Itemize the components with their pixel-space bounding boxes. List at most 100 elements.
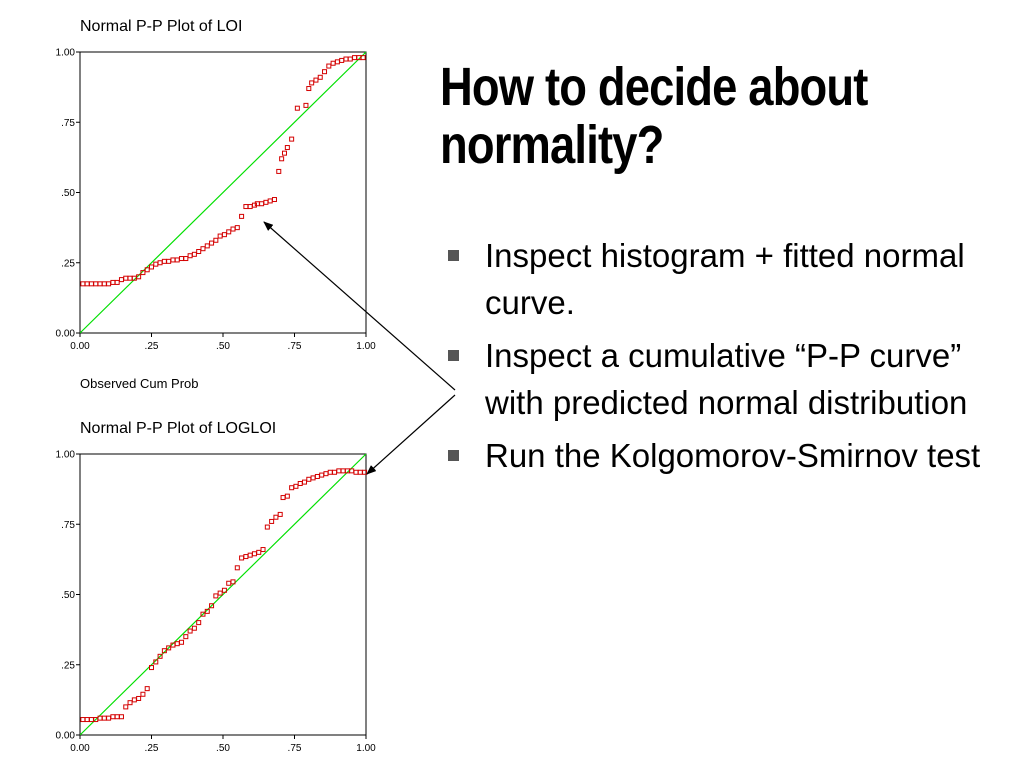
- data-point: [118, 277, 124, 283]
- x-axis-label-loi: Observed Cum Prob: [80, 376, 199, 391]
- data-point: [230, 579, 236, 585]
- y-tick-label: 1.00: [56, 450, 76, 461]
- data-point: [187, 628, 193, 634]
- annotation-arrow-to-loi-plot: [263, 221, 456, 391]
- data-point: [323, 471, 329, 477]
- data-point: [243, 554, 249, 560]
- data-point: [309, 80, 315, 86]
- data-point: [80, 717, 86, 723]
- data-point: [336, 468, 342, 474]
- data-point: [114, 279, 120, 285]
- data-point: [88, 281, 94, 287]
- data-point: [140, 691, 146, 697]
- data-point: [204, 608, 210, 614]
- data-point: [174, 257, 180, 263]
- data-point: [340, 468, 346, 474]
- x-tick-label: .75: [288, 743, 302, 754]
- chart-title-loi: Normal P-P Plot of LOI: [80, 18, 243, 35]
- data-point: [234, 565, 240, 571]
- data-point: [153, 261, 159, 267]
- x-tick-label: 0.00: [70, 341, 90, 352]
- data-point: [196, 249, 202, 255]
- y-tick-label: 0.00: [56, 329, 76, 340]
- data-point: [314, 473, 320, 479]
- data-point: [136, 695, 142, 701]
- data-point: [347, 56, 353, 62]
- data-point: [306, 86, 312, 92]
- data-point: [294, 105, 300, 111]
- y-tick-label: 0.00: [56, 731, 76, 742]
- data-point: [153, 659, 159, 665]
- square-bullet-icon: [448, 350, 459, 361]
- data-point: [313, 77, 319, 83]
- data-point: [243, 204, 249, 210]
- data-point: [157, 260, 163, 266]
- data-point: [239, 555, 245, 561]
- data-point: [230, 226, 236, 232]
- y-tick-label: .75: [61, 520, 75, 531]
- data-point: [279, 156, 285, 162]
- y-tick-label: .25: [61, 258, 75, 269]
- data-point: [123, 275, 129, 281]
- data-point: [339, 57, 345, 63]
- data-point: [239, 213, 245, 219]
- data-point: [357, 469, 363, 475]
- reference-line: [79, 51, 367, 334]
- y-tick-label: .75: [61, 118, 75, 129]
- data-point: [144, 686, 150, 692]
- chart-title-logloi: Normal P-P Plot of LOGLOI: [80, 420, 277, 437]
- x-tick-label: 1.00: [356, 341, 376, 352]
- data-point: [332, 469, 338, 475]
- data-point: [277, 511, 283, 517]
- data-point: [259, 201, 265, 207]
- data-point: [254, 201, 260, 207]
- data-point: [200, 611, 206, 617]
- data-point: [170, 257, 176, 263]
- data-point: [204, 243, 210, 249]
- data-point: [183, 634, 189, 640]
- data-point: [131, 697, 137, 703]
- data-point: [209, 240, 215, 246]
- y-tick-label: .25: [61, 660, 75, 671]
- data-point: [217, 590, 223, 596]
- data-point: [127, 700, 133, 706]
- data-point: [183, 256, 189, 262]
- data-point: [326, 63, 332, 69]
- data-point: [174, 641, 180, 647]
- reference-line: [79, 453, 367, 736]
- data-point: [353, 469, 359, 475]
- data-point: [179, 256, 185, 262]
- data-point: [317, 74, 323, 80]
- data-point: [251, 551, 257, 557]
- data-point: [106, 715, 112, 721]
- data-point: [161, 258, 167, 264]
- data-point: [179, 639, 185, 645]
- data-point: [191, 251, 197, 257]
- y-tick-label: .50: [61, 188, 75, 199]
- data-point: [213, 237, 219, 243]
- data-point: [110, 279, 116, 285]
- data-point: [217, 233, 223, 239]
- data-point: [247, 204, 253, 210]
- annotation-arrow-to-logloi-plot: [366, 394, 456, 475]
- bullet-text: Inspect a cumulative “P-P curve” with pr…: [485, 337, 968, 421]
- data-point: [110, 714, 116, 720]
- data-point: [140, 270, 146, 276]
- data-point: [88, 717, 94, 723]
- slide-heading: How to decide about normality?: [440, 57, 868, 175]
- data-point: [260, 547, 266, 553]
- x-tick-label: .25: [145, 743, 159, 754]
- data-point: [263, 199, 269, 205]
- data-point: [101, 715, 107, 721]
- data-point: [293, 483, 299, 489]
- data-point: [330, 60, 336, 66]
- data-point: [80, 281, 86, 287]
- x-tick-label: .75: [288, 341, 302, 352]
- data-point: [127, 275, 133, 281]
- data-point: [187, 253, 193, 259]
- data-point: [310, 475, 316, 481]
- data-point: [166, 258, 172, 264]
- data-point: [264, 524, 270, 530]
- data-point: [93, 281, 99, 287]
